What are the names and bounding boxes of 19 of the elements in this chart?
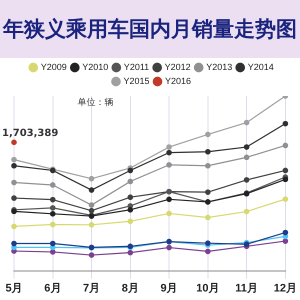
x-tick-label: 7月: [82, 282, 100, 294]
legend-label: Y2015: [123, 76, 150, 86]
x-tick-label: 10月: [196, 282, 220, 294]
legend-label: Y2009: [40, 62, 67, 72]
x-tick-label: 8月: [122, 282, 139, 294]
legend-label: Y2014: [248, 62, 274, 72]
legend-label: Y2011: [124, 62, 150, 72]
x-tick-label: 12月: [274, 282, 298, 294]
x-tick-label: 11月: [235, 282, 258, 294]
legend-label: Y2013: [206, 62, 232, 72]
x-tick-label: 6月: [44, 282, 62, 294]
annotation: 单位：辆: [77, 96, 114, 108]
x-tick-label: 5月: [5, 282, 23, 294]
chart-title: 年狭义乘用车国内月销量走势图: [0, 0, 300, 58]
legend-label: Y2016: [165, 76, 192, 86]
x-tick-label: 9月: [160, 282, 178, 294]
legend-label: Y2012: [164, 62, 191, 72]
annotation: 1,703,389: [2, 128, 58, 139]
legend-label: Y2010: [82, 62, 108, 72]
